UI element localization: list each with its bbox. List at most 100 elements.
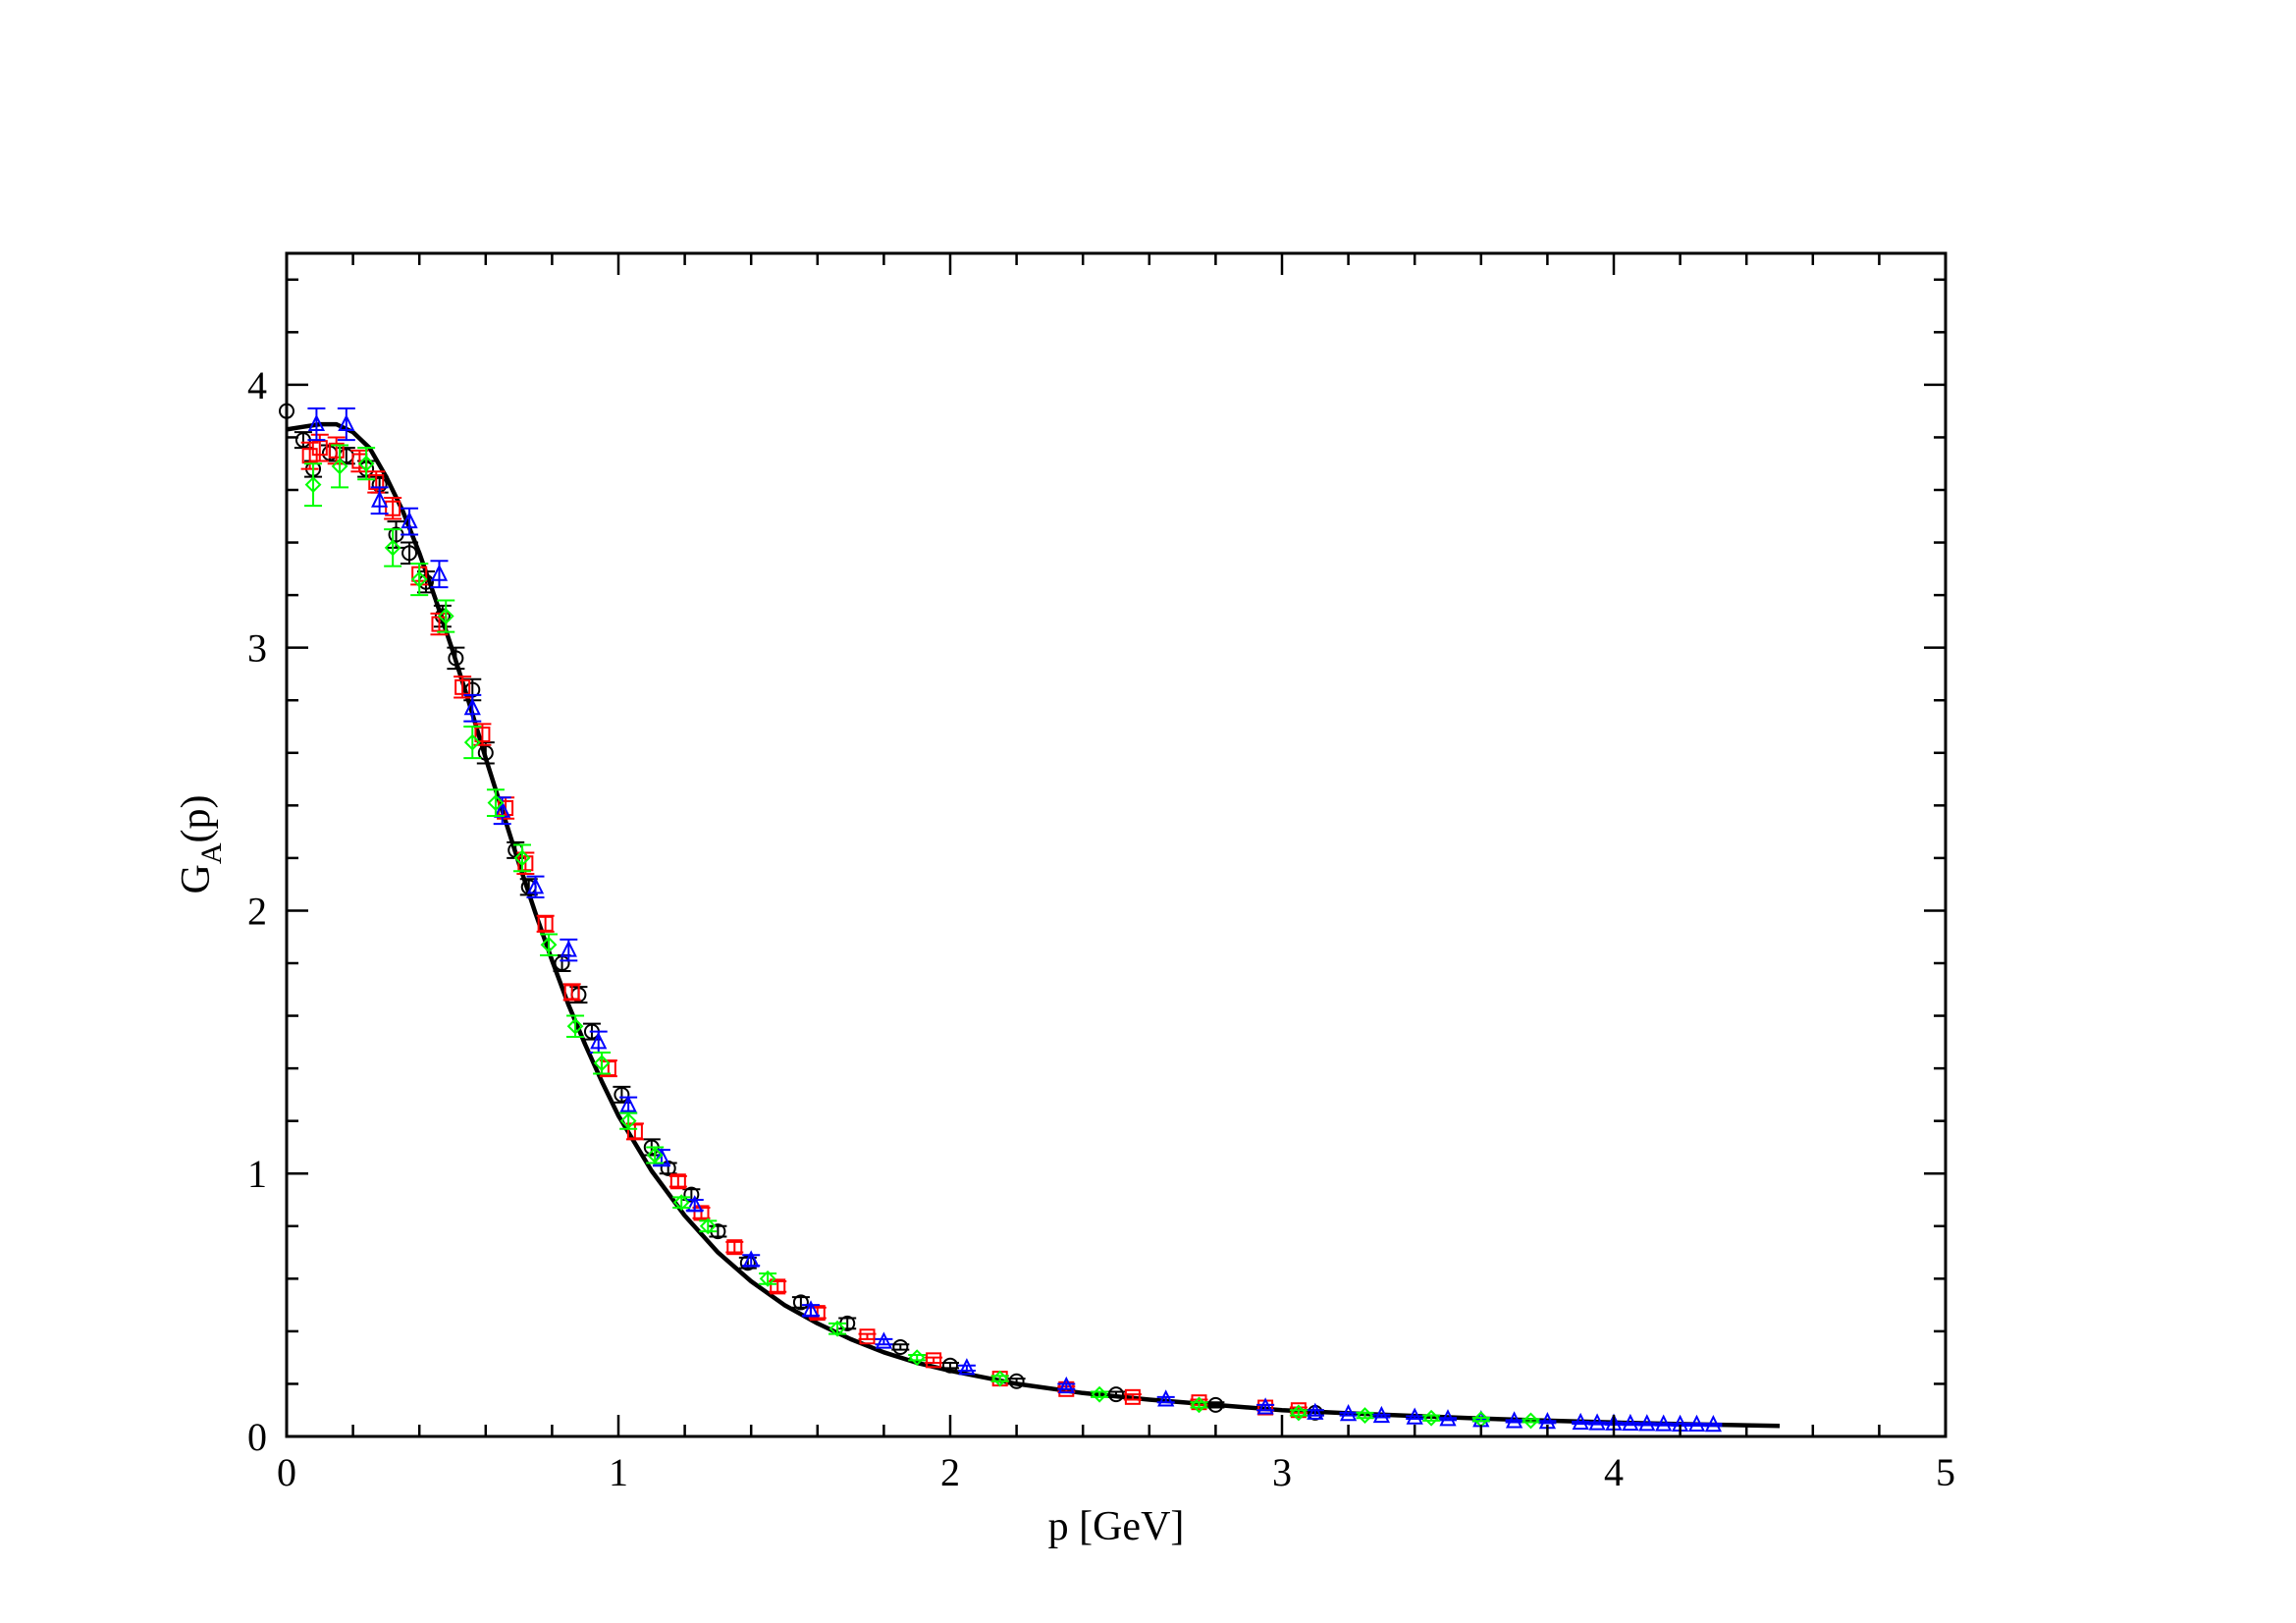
x-tick-label: 0 bbox=[277, 1450, 296, 1494]
point-marker bbox=[331, 458, 348, 475]
point-marker bbox=[626, 1123, 643, 1140]
x-tick-label: 1 bbox=[609, 1450, 628, 1494]
data-point bbox=[367, 470, 386, 494]
data-point bbox=[1356, 1407, 1374, 1424]
point-marker bbox=[1622, 1413, 1639, 1432]
data-point bbox=[1522, 1412, 1540, 1430]
point-marker bbox=[371, 490, 389, 508]
point-marker bbox=[454, 678, 471, 695]
y-tick-label: 4 bbox=[247, 363, 267, 407]
data-point bbox=[560, 938, 578, 962]
point-marker bbox=[513, 849, 531, 867]
data-point bbox=[1057, 1376, 1076, 1394]
point-marker bbox=[590, 1032, 608, 1050]
x-axis-title: p [GeV] bbox=[1048, 1504, 1185, 1549]
point-marker bbox=[1008, 1373, 1025, 1389]
point-marker bbox=[1307, 1402, 1324, 1420]
point-marker bbox=[759, 1270, 776, 1287]
point-marker bbox=[683, 1186, 700, 1203]
data-point bbox=[410, 562, 429, 597]
y-axis-title-tail: (p) bbox=[174, 795, 219, 843]
data-point bbox=[516, 851, 535, 875]
data-point bbox=[672, 1194, 691, 1212]
data-point bbox=[370, 486, 389, 515]
x-tick-label: 4 bbox=[1604, 1450, 1624, 1494]
point-marker bbox=[304, 476, 322, 494]
y-axis-title-main: G bbox=[174, 864, 219, 893]
data-point bbox=[463, 693, 482, 723]
data-point bbox=[1588, 1413, 1607, 1431]
point-marker bbox=[802, 1300, 820, 1318]
point-marker bbox=[1108, 1386, 1124, 1403]
point-marker bbox=[859, 1328, 876, 1345]
data-point bbox=[1439, 1409, 1457, 1427]
data-point bbox=[437, 599, 455, 633]
data-point bbox=[384, 528, 402, 568]
point-marker bbox=[1572, 1412, 1589, 1431]
data-point bbox=[668, 1173, 687, 1190]
data-point bbox=[759, 1270, 777, 1287]
series-diamond-points bbox=[304, 444, 1540, 1430]
data-point bbox=[454, 676, 472, 699]
data-point bbox=[526, 875, 545, 899]
point-marker bbox=[646, 1147, 664, 1163]
data-point bbox=[725, 1239, 744, 1256]
data-point bbox=[304, 462, 323, 508]
point-marker bbox=[384, 539, 401, 557]
point-marker bbox=[477, 744, 494, 761]
point-marker bbox=[699, 1217, 717, 1235]
data-point bbox=[1687, 1414, 1706, 1432]
y-tick-labels: 0 1 2 3 4 bbox=[247, 363, 267, 1459]
point-marker bbox=[463, 698, 481, 716]
data-point bbox=[1190, 1396, 1208, 1414]
point-marker bbox=[437, 608, 454, 624]
point-marker bbox=[1522, 1412, 1539, 1430]
data-point bbox=[463, 726, 482, 760]
x-tick-labels: 0 1 2 3 4 5 bbox=[277, 1450, 1955, 1494]
point-marker bbox=[1704, 1414, 1723, 1433]
point-marker bbox=[463, 733, 481, 751]
point-marker bbox=[672, 1194, 690, 1212]
data-point bbox=[1422, 1409, 1441, 1427]
data-point bbox=[646, 1146, 665, 1164]
data-point bbox=[433, 604, 452, 628]
data-point bbox=[875, 1331, 893, 1349]
data-point bbox=[1621, 1413, 1639, 1432]
data-point bbox=[566, 1014, 585, 1038]
data-point bbox=[310, 433, 329, 462]
point-marker bbox=[742, 1250, 760, 1268]
data-point bbox=[1156, 1389, 1175, 1407]
data-point bbox=[742, 1250, 761, 1268]
point-marker bbox=[1256, 1397, 1274, 1415]
data-point bbox=[1704, 1414, 1723, 1433]
point-marker bbox=[474, 727, 491, 743]
point-marker bbox=[368, 473, 385, 490]
y-axis-title-subscript: A bbox=[195, 842, 228, 864]
point-marker bbox=[1655, 1414, 1673, 1432]
data-point bbox=[891, 1338, 910, 1355]
point-marker bbox=[1157, 1389, 1175, 1407]
point-marker bbox=[1372, 1405, 1391, 1424]
data-point bbox=[486, 788, 505, 818]
y-tick-label: 3 bbox=[247, 626, 267, 671]
point-marker bbox=[385, 500, 401, 516]
point-marker bbox=[1207, 1396, 1224, 1413]
data-point bbox=[908, 1349, 927, 1367]
point-marker bbox=[669, 1173, 686, 1190]
point-marker bbox=[448, 650, 464, 667]
data-point bbox=[1256, 1397, 1275, 1415]
data-point bbox=[828, 1320, 847, 1337]
point-marker bbox=[560, 940, 577, 957]
data-point bbox=[1406, 1407, 1424, 1425]
point-marker bbox=[307, 413, 326, 432]
point-marker bbox=[1687, 1414, 1706, 1432]
point-marker bbox=[614, 1086, 630, 1103]
data-point bbox=[1206, 1396, 1225, 1413]
point-marker bbox=[693, 1205, 710, 1221]
point-marker bbox=[410, 570, 428, 588]
data-point bbox=[925, 1352, 943, 1369]
point-marker bbox=[1057, 1376, 1075, 1394]
data-point bbox=[1372, 1405, 1391, 1424]
point-marker bbox=[434, 608, 451, 624]
point-marker bbox=[739, 1255, 756, 1271]
